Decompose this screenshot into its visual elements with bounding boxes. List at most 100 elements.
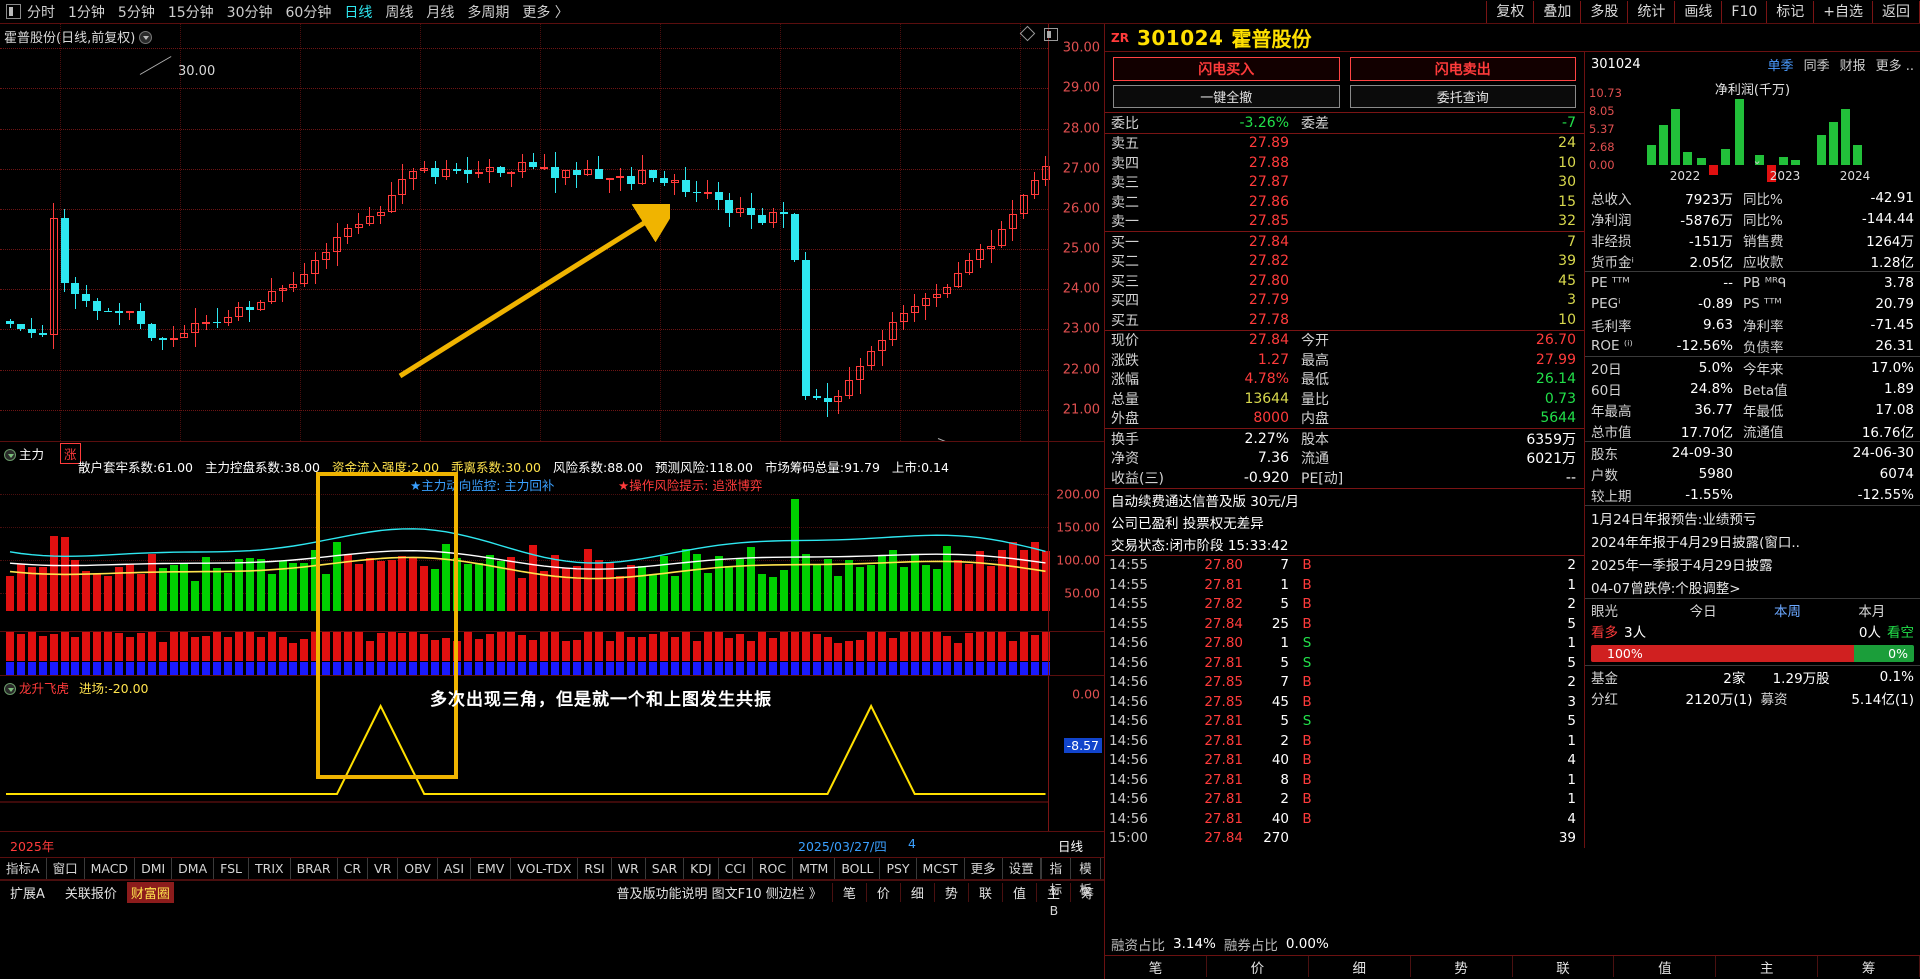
sentiment-week[interactable]: 本周	[1773, 603, 1801, 620]
indicator-btn-MCST[interactable]: MCST	[917, 858, 965, 879]
indicator-btn-ASI[interactable]: ASI	[438, 858, 472, 879]
news-lines[interactable]: 1月24日年报预告:业绩预亏 2024年年报于4月29日披露(窗口.. 2025年一…	[1585, 506, 1920, 598]
period-tab-9[interactable]: 多周期	[467, 4, 510, 21]
indicator1-menu-icon[interactable]	[4, 449, 16, 461]
period-tab-0[interactable]: 分时	[27, 4, 55, 21]
br-tab-值[interactable]: 值	[1614, 956, 1717, 977]
status-center-text[interactable]: 普及版功能说明 图文F10 侧边栏 》	[616, 887, 822, 902]
minichart-expand-icon[interactable]: ⌄	[1752, 154, 1762, 167]
indicator-btn-窗口[interactable]: 窗口	[47, 858, 85, 879]
quote-stat2-k-2: 收益(三)	[1111, 470, 1164, 487]
period-tab-2[interactable]: 5分钟	[117, 4, 155, 21]
indicator-btn-EMV[interactable]: EMV	[471, 858, 512, 879]
period-tab-6[interactable]: 日线	[344, 4, 373, 21]
finance-tab-same-quarter[interactable]: 同季	[1803, 59, 1830, 74]
indicator-btn-KDJ[interactable]: KDJ	[684, 858, 719, 879]
indicator-btn-BRAR[interactable]: BRAR	[291, 858, 338, 879]
news-line-0[interactable]: 1月24日年报预告:业绩预亏	[1591, 511, 1757, 528]
status-tab-值[interactable]: 值	[1001, 883, 1036, 902]
indicator-btn-OBV[interactable]: OBV	[398, 858, 438, 879]
br-tab-势[interactable]: 势	[1411, 956, 1513, 977]
period-tab-4[interactable]: 30分钟	[226, 4, 273, 21]
indicator-btn-TRIX[interactable]: TRIX	[249, 858, 291, 879]
price-chart-pane[interactable]: 霍普股份(日线,前复权) 30.00 20.50 30.0029.0028.00…	[0, 24, 1104, 442]
diamond-icon[interactable]	[1019, 25, 1036, 42]
toolbar-btn-多股[interactable]: 多股	[1580, 1, 1627, 23]
indicator-btn-DMA[interactable]: DMA	[172, 858, 215, 879]
indicator-btn-指标A[interactable]: 指标A	[0, 858, 47, 879]
status-wealth-circle[interactable]: 财富圈	[126, 882, 174, 903]
toolbar-btn-+自选[interactable]: +自选	[1813, 1, 1872, 23]
period-tab-5[interactable]: 60分钟	[285, 4, 332, 21]
status-tab-联[interactable]: 联	[967, 883, 1002, 902]
cancel-all-button[interactable]: 一键全撤	[1113, 85, 1340, 108]
flash-buy-button[interactable]: 闪电买入	[1113, 57, 1340, 81]
indicator-btn-WR[interactable]: WR	[612, 858, 646, 879]
vol-bar-lower	[115, 662, 123, 675]
indicator-btn-指标B[interactable]: 指标B	[1040, 858, 1071, 918]
indicator-btn-CR[interactable]: CR	[338, 858, 369, 879]
toolbar-btn-统计[interactable]: 统计	[1627, 1, 1674, 23]
period-tab-3[interactable]: 15分钟	[167, 4, 214, 21]
indicator-btn-ROC[interactable]: ROC	[753, 858, 794, 879]
finance-tab-single-quarter[interactable]: 单季	[1767, 59, 1794, 74]
br-tab-笔[interactable]: 笔	[1105, 956, 1207, 977]
sentiment-month[interactable]: 本月	[1858, 603, 1886, 620]
indicator2-menu-icon[interactable]	[4, 683, 16, 695]
chevron-down-icon[interactable]	[139, 31, 153, 44]
window-icon[interactable]	[6, 4, 21, 19]
tick-table[interactable]: 14:55 27.80 7 B 2 14:55 27.81 1 B 1 14:55 27.82 5 B 2 1…	[1105, 556, 1584, 849]
indicator-btn-DMI[interactable]: DMI	[135, 858, 173, 879]
status-tab-笔[interactable]: 笔	[831, 883, 866, 902]
status-tab-价[interactable]: 价	[865, 883, 900, 902]
period-tab-10[interactable]: 更多 〉	[522, 4, 569, 21]
order-query-button[interactable]: 委托查询	[1349, 85, 1576, 108]
finance-tab-more[interactable]: 更多 ..	[1875, 59, 1914, 74]
indicator-btn-RSI[interactable]: RSI	[578, 858, 612, 879]
indicator-btn-更多[interactable]: 更多	[965, 858, 1003, 879]
br-tab-细[interactable]: 细	[1309, 956, 1411, 977]
period-tab-7[interactable]: 周线	[385, 4, 414, 21]
main-force-indicator-pane[interactable]: 主力 涨 散户套牢系数:61.00 主力控盘系数:38.00 资金流入强度:2.…	[0, 442, 1104, 632]
news-line-1[interactable]: 2024年年报于4月29日披露(窗口..	[1591, 534, 1800, 551]
br-tab-价[interactable]: 价	[1207, 956, 1309, 977]
indicator-btn-设置[interactable]: 设置	[1003, 858, 1041, 879]
status-extend-a[interactable]: 扩展A	[10, 887, 45, 902]
indicator-btn-MTM[interactable]: MTM	[793, 858, 836, 879]
toolbar-btn-复权[interactable]: 复权	[1486, 1, 1533, 23]
indicator-btn-VR[interactable]: VR	[368, 858, 399, 879]
flash-sell-button[interactable]: 闪电卖出	[1349, 57, 1576, 81]
indicator-btn-PSY[interactable]: PSY	[880, 858, 917, 879]
period-tab-8[interactable]: 月线	[426, 4, 455, 21]
candle-body	[82, 294, 91, 302]
status-linked-quote[interactable]: 关联报价	[64, 887, 117, 902]
indicator-btn-MACD[interactable]: MACD	[85, 858, 136, 879]
status-tab-细[interactable]: 细	[899, 883, 934, 902]
toolbar-btn-F10[interactable]: F10	[1721, 1, 1766, 23]
indicator-btn-模 板[interactable]: 模 板	[1070, 858, 1100, 897]
indicator-btn-SAR[interactable]: SAR	[646, 858, 685, 879]
status-tab-筹[interactable]: 筹	[1069, 883, 1104, 902]
indicator-btn-CCI[interactable]: CCI	[719, 858, 753, 879]
indicator-btn-VOL-TDX[interactable]: VOL-TDX	[511, 858, 579, 879]
toolbar-btn-叠加[interactable]: 叠加	[1533, 1, 1580, 23]
toolbar-btn-标记[interactable]: 标记	[1766, 1, 1813, 23]
news-line-2[interactable]: 2025年一季报于4月29日披露	[1591, 557, 1773, 574]
sentiment-today[interactable]: 今日	[1689, 603, 1717, 620]
indicator-btn-BOLL[interactable]: BOLL	[835, 858, 881, 879]
toolbar-btn-返回[interactable]: 返回	[1872, 1, 1920, 23]
period-tab-1[interactable]: 1分钟	[68, 4, 105, 21]
status-tab-主[interactable]: 主	[1035, 883, 1070, 902]
candle-wick	[118, 303, 120, 325]
dragon-indicator-pane[interactable]: 龙升飞虎 进场:-20.00 0.00 -8.57	[0, 676, 1104, 832]
finance-tab-report[interactable]: 财报	[1839, 59, 1866, 74]
status-tab-势[interactable]: 势	[933, 883, 968, 902]
br-tab-联[interactable]: 联	[1513, 956, 1615, 977]
commission-ratio-value: -3.26%	[1239, 114, 1289, 131]
toolbar-btn-画线[interactable]: 画线	[1674, 1, 1721, 23]
br-tab-筹[interactable]: 筹	[1818, 956, 1920, 977]
indicator-btn-FSL[interactable]: FSL	[214, 858, 250, 879]
br-tab-主[interactable]: 主	[1716, 956, 1819, 977]
news-line-3[interactable]: 04-07曾跌停:个股调整>	[1591, 580, 1741, 597]
panel-toggle-icon[interactable]	[1044, 28, 1058, 41]
